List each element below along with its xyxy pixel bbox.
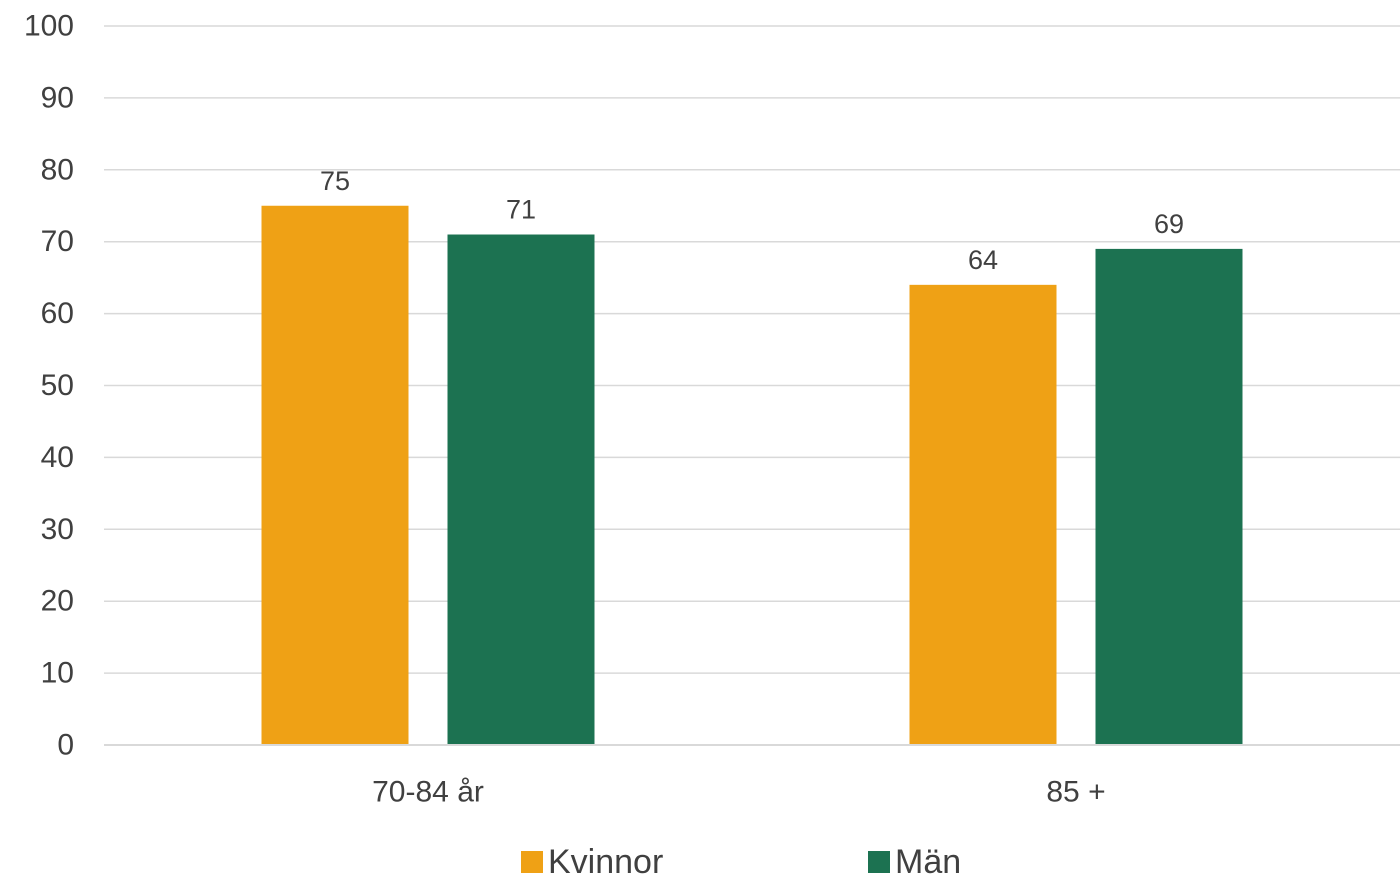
y-tick-label: 70 bbox=[41, 225, 74, 258]
bar-kvinnor-1 bbox=[261, 205, 409, 745]
y-axis-tick-labels: 0 10 20 30 40 50 60 70 80 90 100 bbox=[24, 10, 74, 762]
y-tick-label: 10 bbox=[41, 657, 74, 690]
y-tick-label: 30 bbox=[41, 513, 74, 546]
bar-män-2 bbox=[1095, 248, 1243, 745]
data-label: 75 bbox=[320, 166, 350, 196]
bars: 75 71 64 69 bbox=[261, 166, 1243, 745]
y-tick-label: 100 bbox=[24, 10, 74, 43]
y-tick-label: 40 bbox=[41, 441, 74, 474]
x-tick-label: 70-84 år bbox=[372, 776, 484, 809]
y-tick-label: 60 bbox=[41, 297, 74, 330]
legend-swatch-kvinnor bbox=[521, 851, 543, 873]
y-tick-label: 20 bbox=[41, 585, 74, 618]
legend-label-män: Män bbox=[895, 843, 961, 878]
legend-swatch-män bbox=[868, 851, 890, 873]
y-tick-label: 90 bbox=[41, 81, 74, 114]
y-tick-label: 0 bbox=[57, 729, 74, 762]
x-tick-label: 85 + bbox=[1046, 776, 1105, 809]
legend-label-kvinnor: Kvinnor bbox=[548, 843, 663, 878]
data-label: 69 bbox=[1154, 209, 1184, 239]
y-tick-label: 80 bbox=[41, 153, 74, 186]
x-axis: 70-84 år 85 + bbox=[104, 744, 1400, 809]
y-tick-label: 50 bbox=[41, 369, 74, 402]
legend: Kvinnor Män bbox=[521, 843, 961, 878]
data-label: 64 bbox=[968, 245, 998, 275]
bar-kvinnor-2 bbox=[909, 284, 1057, 745]
bar-män-1 bbox=[447, 234, 595, 745]
data-label: 71 bbox=[506, 195, 536, 225]
